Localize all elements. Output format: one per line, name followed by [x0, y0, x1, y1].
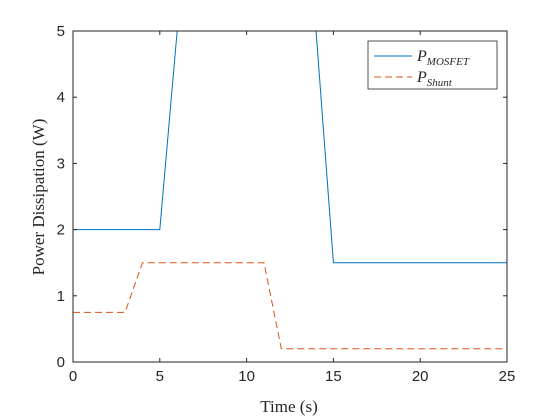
y-tick-label: 4: [57, 89, 65, 106]
x-tick-label: 15: [325, 368, 342, 385]
axes-box: [72, 30, 508, 363]
ticks-layer: 0 5 10 15 20 25 0 1 2 3 4 5: [57, 23, 516, 385]
y-tick-label: 0: [57, 354, 65, 371]
axes-layer: [72, 30, 508, 363]
x-tick-label: 0: [69, 368, 77, 385]
x-tick-label: 5: [156, 368, 164, 385]
y-tick-label: 2: [57, 222, 65, 239]
x-tick-label: 20: [412, 368, 429, 385]
x-axis-label: Time (s): [260, 397, 317, 416]
x-tick-label: 10: [238, 368, 255, 385]
x-tick-label: 25: [499, 368, 516, 385]
legend-entry-label: PMOSFET: [416, 48, 470, 68]
y-tick-label: 1: [57, 288, 65, 305]
series-line-p-shunt: [73, 262, 507, 350]
legend-box: [367, 40, 498, 90]
y-tick-label: 3: [57, 155, 65, 172]
y-tick-label: 5: [57, 23, 65, 40]
legend-entry-label: PShunt: [416, 69, 453, 89]
y-axis-label: Power Dissipation (W): [29, 119, 48, 276]
